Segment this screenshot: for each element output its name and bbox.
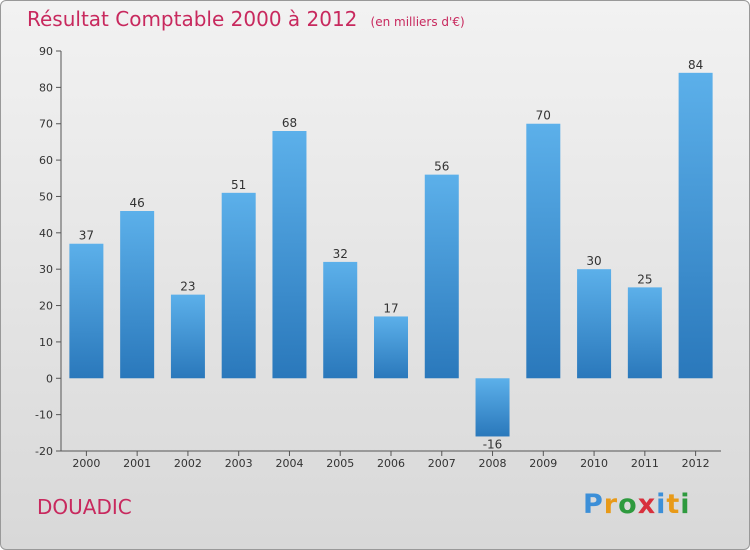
x-tick-label: 2000	[72, 457, 100, 470]
data-label-2000: 37	[79, 229, 94, 243]
logo-letter: r	[603, 489, 619, 520]
y-tick-label: 60	[39, 154, 53, 167]
bar-2003	[221, 192, 256, 379]
x-tick-label: 2009	[529, 457, 557, 470]
y-tick-label: 80	[39, 81, 53, 94]
data-label-2002: 23	[180, 280, 195, 294]
data-label-2011: 25	[637, 272, 652, 286]
x-tick-label: 2011	[631, 457, 659, 470]
bar-2011	[627, 287, 662, 379]
x-tick-label: 2005	[326, 457, 354, 470]
bar-2008	[475, 378, 510, 437]
data-label-2004: 68	[282, 116, 297, 130]
bar-2007	[424, 174, 459, 379]
bar-2006	[374, 316, 408, 379]
x-tick-label: 2012	[682, 457, 710, 470]
bar-2002	[170, 294, 205, 379]
logo-letter: t	[666, 489, 681, 520]
x-tick-label: 2006	[377, 457, 405, 470]
y-tick-label: 10	[39, 336, 53, 349]
x-tick-label: 2007	[428, 457, 456, 470]
logo-letter: x	[637, 489, 657, 520]
y-tick-label: 90	[39, 45, 53, 58]
logo-letter: i	[656, 489, 667, 520]
logo-letter: P	[583, 489, 604, 520]
data-label-2006: 17	[383, 301, 398, 315]
logo-letter: i	[680, 489, 691, 520]
data-label-2009: 70	[536, 109, 551, 123]
y-tick-label: 70	[39, 118, 53, 131]
logo-letter: o	[618, 489, 638, 520]
y-tick-label: 20	[39, 300, 53, 313]
x-tick-label: 2010	[580, 457, 608, 470]
bar-2000	[69, 243, 104, 379]
chart-subtitle: (en milliers d'€)	[370, 15, 465, 29]
y-tick-label: 50	[39, 190, 53, 203]
y-tick-label: -10	[35, 409, 53, 422]
proxiti-logo: Proxiti	[583, 489, 691, 520]
x-tick-label: 2002	[174, 457, 202, 470]
bar-2005	[323, 261, 358, 379]
data-label-2012: 84	[688, 58, 703, 72]
data-label-2001: 46	[130, 196, 145, 210]
x-tick-label: 2001	[123, 457, 151, 470]
data-label-2003: 51	[231, 178, 246, 192]
data-label-2008: -16	[483, 437, 503, 451]
bar-2004	[272, 131, 307, 379]
x-tick-label: 2008	[479, 457, 507, 470]
y-tick-label: 40	[39, 227, 53, 240]
bar-2010	[577, 269, 612, 379]
y-tick-label: -20	[35, 445, 53, 458]
chart-title: Résultat Comptable 2000 à 2012	[27, 7, 358, 31]
bar-2009	[526, 123, 561, 379]
title-block: Résultat Comptable 2000 à 2012 (en milli…	[27, 7, 465, 31]
bar-2001	[120, 211, 155, 379]
place-name: DOUADIC	[37, 495, 132, 519]
x-tick-label: 2003	[225, 457, 253, 470]
y-tick-label: 30	[39, 263, 53, 276]
data-label-2007: 56	[434, 160, 449, 174]
data-label-2010: 30	[586, 254, 601, 268]
x-tick-label: 2004	[275, 457, 303, 470]
bar-2012	[678, 72, 713, 379]
data-label-2005: 32	[333, 247, 348, 261]
y-tick-label: 0	[46, 372, 53, 385]
